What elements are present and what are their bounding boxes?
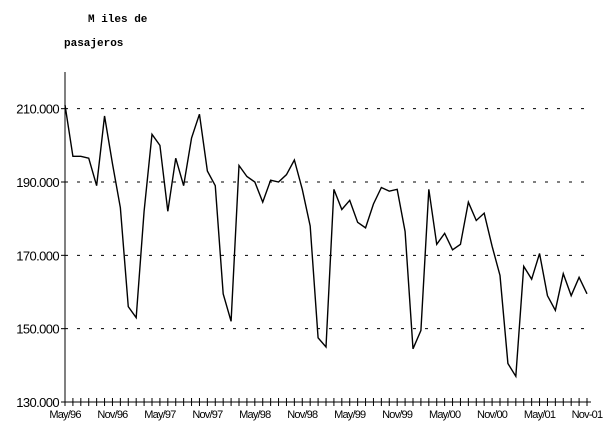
- x-tick-label: Nov/97: [192, 409, 223, 421]
- x-axis-tick-labels: May/96 Nov/96 May/97 Nov/97 May/98 Nov/98 May/…: [49, 409, 603, 421]
- x-tick-label: Nov/99: [382, 409, 413, 421]
- series-layer: [64, 104, 588, 379]
- y-tick-label: 170.000: [16, 248, 59, 263]
- x-tick-label: May/96: [49, 409, 81, 421]
- y-tick-label: 190.000: [16, 175, 59, 190]
- x-tick-label: May/00: [429, 409, 461, 421]
- unit-label-line-2: pasajeros: [64, 38, 123, 50]
- y-axis-tick-labels: 130.000 150.000 170.000 190.000 210.000: [16, 102, 60, 410]
- x-tick-label: May/99: [334, 409, 366, 421]
- unit-label-line-1: M iles de: [88, 14, 148, 26]
- x-tick-label: Nov/00: [477, 409, 508, 421]
- y-tick-label: 150.000: [16, 322, 59, 337]
- x-tick-label: Nov/96: [97, 409, 128, 421]
- x-tick-label: Nov-01: [572, 409, 603, 421]
- series-line: [64, 104, 588, 379]
- axes: [61, 72, 591, 406]
- x-tick-label: May/98: [239, 409, 271, 421]
- y-tick-label: 210.000: [16, 102, 59, 117]
- x-tick-label: May/97: [144, 409, 176, 421]
- x-tick-label: May/01: [524, 409, 556, 421]
- y-tick-label: 130.000: [16, 395, 59, 410]
- x-tick-label: Nov/98: [287, 409, 318, 421]
